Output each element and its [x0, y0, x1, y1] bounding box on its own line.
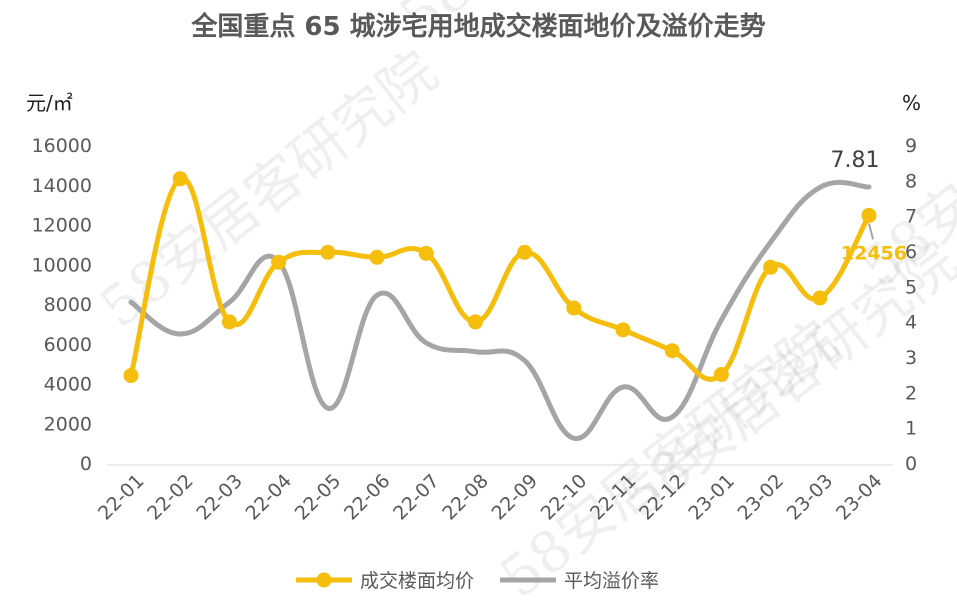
floor-price-point — [369, 249, 385, 265]
y-right-unit: % — [902, 91, 921, 115]
x-tick-label: 22-04 — [242, 470, 297, 525]
y-right-tick-label: 6 — [905, 241, 917, 263]
floor-price-point — [763, 259, 779, 275]
y-right-tick-label: 0 — [905, 453, 917, 475]
x-tick-label: 23-03 — [783, 470, 838, 525]
legend-floor-price-marker — [316, 572, 332, 588]
y-left-tick-label: 4000 — [44, 374, 92, 396]
x-tick-label: 23-02 — [734, 470, 789, 525]
y-left-tick-label: 14000 — [32, 175, 92, 197]
y-right-tick-label: 8 — [905, 170, 917, 192]
label-leader-line — [868, 223, 874, 240]
floor-price-point — [713, 367, 729, 383]
legend: 成交楼面均价 平均溢价率 — [296, 570, 659, 592]
watermark-text: 58安居客研究院 — [89, 39, 450, 341]
y-right-tick-label: 1 — [905, 418, 917, 440]
floor-price-point — [467, 314, 483, 330]
annotations: 7.81 12456 — [831, 148, 907, 264]
floor-price-point — [123, 368, 139, 384]
y-right-tick-label: 4 — [905, 312, 917, 334]
x-tick-label: 22-03 — [192, 470, 247, 525]
floor-price-point — [221, 314, 237, 330]
x-tick-label: 22-02 — [143, 470, 198, 525]
y-left-tick-label: 10000 — [32, 254, 92, 276]
y-right-tick-label: 5 — [905, 276, 917, 298]
floor-price-point — [271, 254, 287, 270]
floor-price-point — [320, 244, 336, 260]
y-left-tick-label: 12000 — [32, 215, 92, 237]
y-left-tick-label: 6000 — [44, 334, 92, 356]
floor-price-point — [566, 300, 582, 316]
y-left-tick-label: 8000 — [44, 294, 92, 316]
legend-premium-rate-label: 平均溢价率 — [564, 570, 659, 592]
y-right-tick-label: 2 — [905, 382, 917, 404]
x-tick-label: 22-06 — [340, 470, 395, 525]
floor-price-point — [172, 171, 188, 187]
y-left-unit: 元/㎡ — [26, 91, 73, 115]
y-right-tick-label: 7 — [905, 206, 917, 228]
watermark-text: 58安居客研究院 — [389, 0, 750, 51]
x-tick-label: 22-08 — [438, 470, 493, 525]
y-left-tick-label: 2000 — [44, 413, 92, 435]
floor-price-point — [615, 322, 631, 338]
floor-price-data-label: 12456 — [841, 242, 907, 264]
y-left-tick-label: 16000 — [32, 135, 92, 157]
x-tick-label: 22-09 — [488, 470, 543, 525]
x-tick-label: 22-01 — [94, 470, 149, 525]
x-tick-label: 22-07 — [389, 470, 444, 525]
legend-floor-price-label: 成交楼面均价 — [360, 570, 474, 592]
series-layer — [123, 171, 877, 441]
y-left-tick-label: 0 — [80, 453, 92, 475]
x-tick-label: 23-04 — [832, 470, 887, 525]
floor-price-line — [128, 176, 872, 382]
floor-price-point — [418, 245, 434, 261]
y-right-tick-label: 9 — [905, 135, 917, 157]
floor-price-point — [861, 207, 877, 223]
chart-title: 全国重点 65 城涉宅用地成交楼面地价及溢价走势 — [191, 12, 766, 42]
floor-price-point — [664, 343, 680, 359]
floor-price-point — [812, 290, 828, 306]
floor-price-point — [517, 244, 533, 260]
x-tick-label: 22-05 — [291, 470, 346, 525]
y-right-tick-label: 3 — [905, 347, 917, 369]
premium-rate-line — [128, 179, 872, 441]
premium-rate-data-label: 7.81 — [831, 148, 880, 173]
